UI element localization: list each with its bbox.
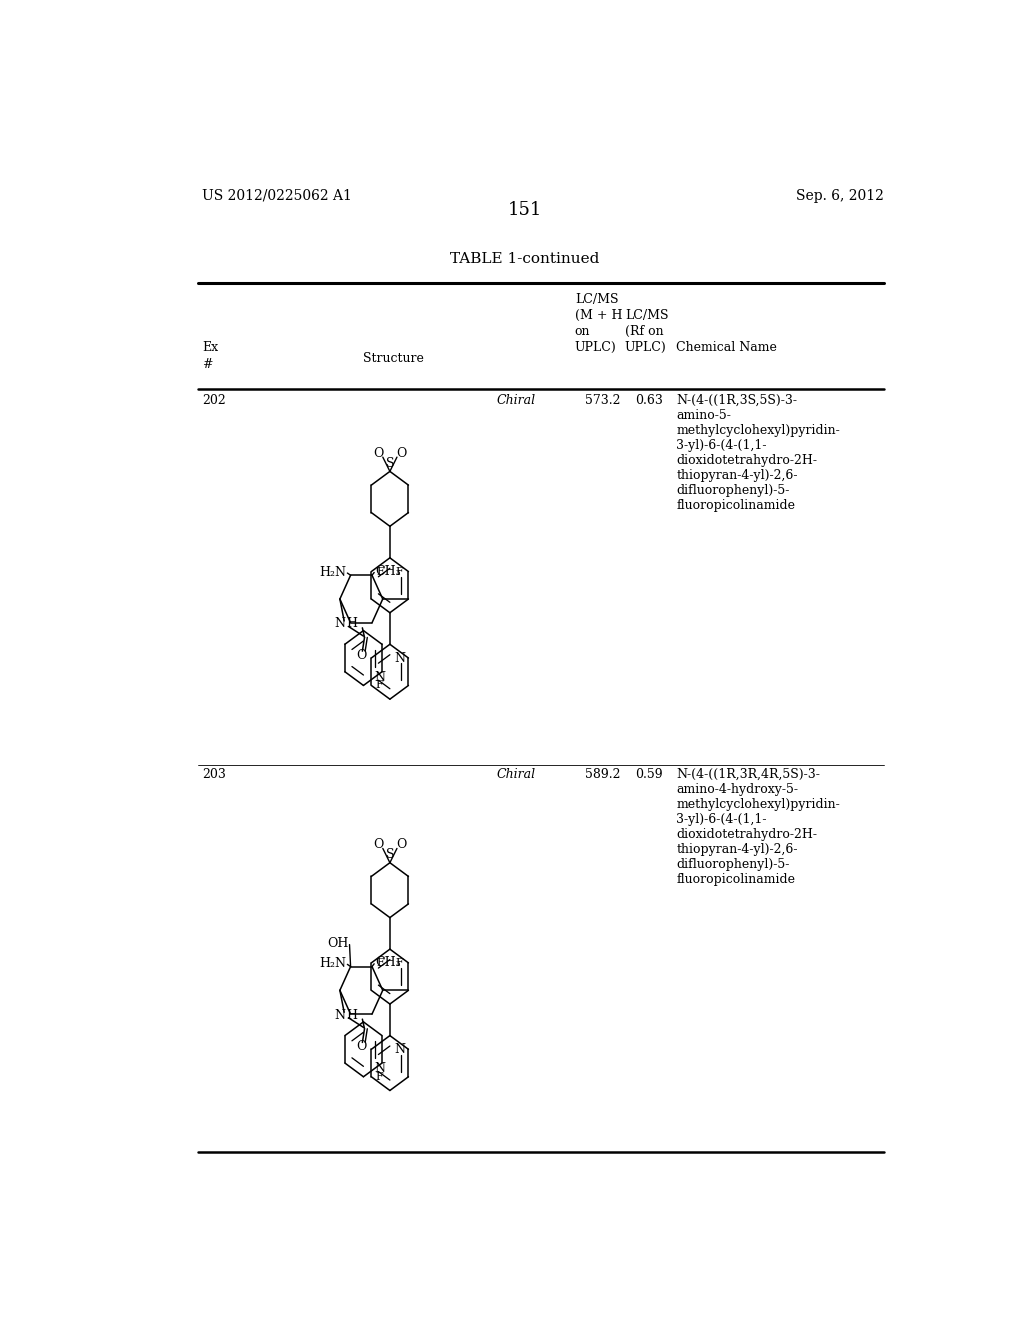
Text: F: F bbox=[377, 566, 384, 577]
Text: Chiral: Chiral bbox=[497, 768, 536, 781]
Text: H₂N: H₂N bbox=[319, 566, 346, 579]
Text: on: on bbox=[574, 325, 590, 338]
Text: N-(4-((1R,3R,4R,5S)-3-
amino-4-hydroxy-5-
methylcyclohexyl)pyridin-
3-yl)-6-(4-(: N-(4-((1R,3R,4R,5S)-3- amino-4-hydroxy-5… bbox=[677, 768, 840, 886]
Text: N: N bbox=[375, 1063, 385, 1074]
Text: CH₃: CH₃ bbox=[375, 956, 400, 969]
Text: H: H bbox=[346, 618, 357, 630]
Text: O: O bbox=[396, 447, 407, 461]
Text: F: F bbox=[395, 958, 403, 968]
Text: F: F bbox=[377, 958, 384, 968]
Text: O: O bbox=[373, 838, 383, 851]
Text: LC/MS: LC/MS bbox=[625, 309, 669, 322]
Text: CH₃: CH₃ bbox=[375, 565, 400, 578]
Text: O: O bbox=[356, 1040, 367, 1053]
Text: LC/MS: LC/MS bbox=[574, 293, 618, 305]
Text: O: O bbox=[356, 648, 367, 661]
Text: TABLE 1-continued: TABLE 1-continued bbox=[451, 252, 599, 265]
Text: 573.2: 573.2 bbox=[585, 395, 621, 407]
Text: S: S bbox=[386, 847, 394, 861]
Text: N: N bbox=[394, 652, 406, 664]
Text: O: O bbox=[373, 447, 383, 461]
Text: N: N bbox=[394, 1043, 406, 1056]
Text: Chiral: Chiral bbox=[497, 395, 536, 407]
Text: N-(4-((1R,3S,5S)-3-
amino-5-
methylcyclohexyl)pyridin-
3-yl)-6-(4-(1,1-
dioxidot: N-(4-((1R,3S,5S)-3- amino-5- methylcyclo… bbox=[677, 395, 840, 512]
Text: UPLC): UPLC) bbox=[625, 342, 667, 354]
Text: OH: OH bbox=[327, 937, 348, 949]
Text: N: N bbox=[375, 671, 385, 684]
Text: 151: 151 bbox=[508, 201, 542, 219]
Text: 203: 203 bbox=[202, 768, 225, 781]
Text: Structure: Structure bbox=[364, 351, 424, 364]
Text: (Rf on: (Rf on bbox=[625, 325, 664, 338]
Text: Sep. 6, 2012: Sep. 6, 2012 bbox=[797, 189, 885, 203]
Text: F: F bbox=[376, 680, 383, 690]
Text: #: # bbox=[202, 358, 212, 371]
Text: (M + H: (M + H bbox=[574, 309, 623, 322]
Text: F: F bbox=[376, 1072, 383, 1082]
Text: UPLC): UPLC) bbox=[574, 342, 616, 354]
Text: Ex: Ex bbox=[202, 342, 218, 354]
Text: S: S bbox=[386, 457, 394, 470]
Text: 589.2: 589.2 bbox=[585, 768, 621, 781]
Text: H₂N: H₂N bbox=[319, 957, 346, 970]
Text: 202: 202 bbox=[202, 395, 225, 407]
Text: N: N bbox=[334, 1008, 345, 1022]
Text: 0.59: 0.59 bbox=[635, 768, 663, 781]
Text: US 2012/0225062 A1: US 2012/0225062 A1 bbox=[202, 189, 351, 203]
Text: H: H bbox=[346, 1008, 357, 1022]
Text: 0.63: 0.63 bbox=[635, 395, 663, 407]
Text: Chemical Name: Chemical Name bbox=[677, 342, 777, 354]
Text: O: O bbox=[396, 838, 407, 851]
Text: N: N bbox=[334, 618, 345, 630]
Text: F: F bbox=[395, 566, 403, 577]
